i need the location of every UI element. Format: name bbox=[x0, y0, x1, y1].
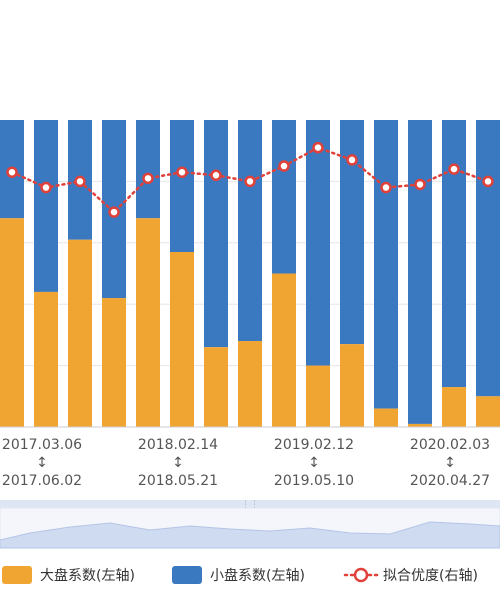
legend-swatch-point bbox=[353, 567, 369, 583]
x-tick-label-arrow: ↕ bbox=[308, 455, 320, 471]
x-tick-label-start: 2019.02.12 bbox=[274, 437, 354, 453]
x-tick-label-end: 2018.05.21 bbox=[138, 473, 218, 489]
bar-large-cap bbox=[34, 291, 58, 427]
x-tick-label-arrow: ↕ bbox=[444, 455, 456, 471]
bar-small-cap bbox=[476, 120, 500, 397]
bar-small-cap bbox=[306, 120, 330, 366]
bar-small-cap bbox=[170, 120, 194, 253]
fit-point bbox=[142, 172, 154, 185]
bar-large-cap bbox=[374, 408, 398, 427]
bar-small-cap bbox=[136, 120, 160, 219]
fit-point bbox=[482, 175, 494, 188]
bar-large-cap bbox=[340, 344, 364, 427]
bar-large-cap bbox=[442, 387, 466, 427]
bar-large-cap bbox=[306, 365, 330, 427]
bar-large-cap bbox=[238, 341, 262, 427]
x-tick-label-arrow: ↕ bbox=[36, 455, 48, 471]
bar-large-cap bbox=[272, 273, 296, 427]
bar-small-cap bbox=[408, 120, 432, 424]
x-tick-label-end: 2017.06.02 bbox=[2, 473, 82, 489]
fit-point bbox=[210, 169, 222, 182]
bar-small-cap bbox=[238, 120, 262, 342]
bar-large-cap bbox=[204, 347, 228, 427]
bar-small-cap bbox=[442, 120, 466, 388]
fit-point bbox=[40, 181, 52, 194]
x-tick-label-arrow: ↕ bbox=[172, 455, 184, 471]
fit-point bbox=[414, 178, 426, 191]
fit-point bbox=[176, 166, 188, 178]
bar-large-cap bbox=[476, 396, 500, 427]
legend-swatch bbox=[2, 566, 32, 584]
bar-small-cap bbox=[204, 120, 228, 348]
bar-large-cap bbox=[0, 218, 24, 427]
legend-label: 大盘系数(左轴) bbox=[40, 567, 135, 584]
bar-small-cap bbox=[272, 120, 296, 274]
fit-point bbox=[74, 175, 86, 188]
fit-point bbox=[244, 175, 256, 188]
x-axis: 2017.03.06 ↕ 2017.06.02 2018.02.14 ↕ 2018.05.… bbox=[0, 426, 500, 489]
legend-swatch bbox=[172, 566, 202, 584]
x-tick-label-start: 2018.02.14 bbox=[138, 437, 218, 453]
fit-point bbox=[278, 160, 290, 172]
zoom-slider-preview bbox=[0, 521, 500, 549]
fit-point bbox=[6, 166, 18, 178]
fit-point bbox=[108, 206, 120, 218]
legend: 大盘系数(左轴) 小盘系数(左轴) 拟合优度(右轴) bbox=[2, 566, 478, 584]
x-tick-label-end: 2020.04.27 bbox=[410, 473, 490, 489]
fit-point bbox=[346, 154, 358, 166]
x-tick-label-start: 2017.03.06 bbox=[2, 437, 82, 453]
bars bbox=[0, 120, 500, 427]
fit-point bbox=[380, 181, 392, 194]
x-tick-label-start: 2020.02.03 bbox=[410, 437, 490, 453]
x-tick-label-end: 2019.05.10 bbox=[274, 473, 354, 489]
bar-large-cap bbox=[170, 252, 194, 427]
fit-point bbox=[312, 141, 324, 154]
bar-large-cap bbox=[102, 298, 126, 427]
legend-label: 小盘系数(左轴) bbox=[210, 567, 305, 584]
bar-large-cap bbox=[136, 218, 160, 427]
bar-small-cap bbox=[34, 120, 58, 292]
bar-large-cap bbox=[68, 239, 92, 427]
legend-label: 拟合优度(右轴) bbox=[383, 568, 478, 584]
bar-large-cap bbox=[408, 423, 432, 427]
fit-point bbox=[448, 163, 460, 175]
zoom-slider-handle-bar bbox=[0, 500, 500, 508]
data-zoom-slider[interactable]: ⋮⋮ bbox=[0, 500, 500, 549]
bar-small-cap bbox=[374, 120, 398, 409]
fit-points bbox=[6, 141, 494, 218]
zoom-slider-grip-icon: ⋮⋮ bbox=[241, 500, 259, 510]
bar-small-cap bbox=[340, 120, 364, 345]
